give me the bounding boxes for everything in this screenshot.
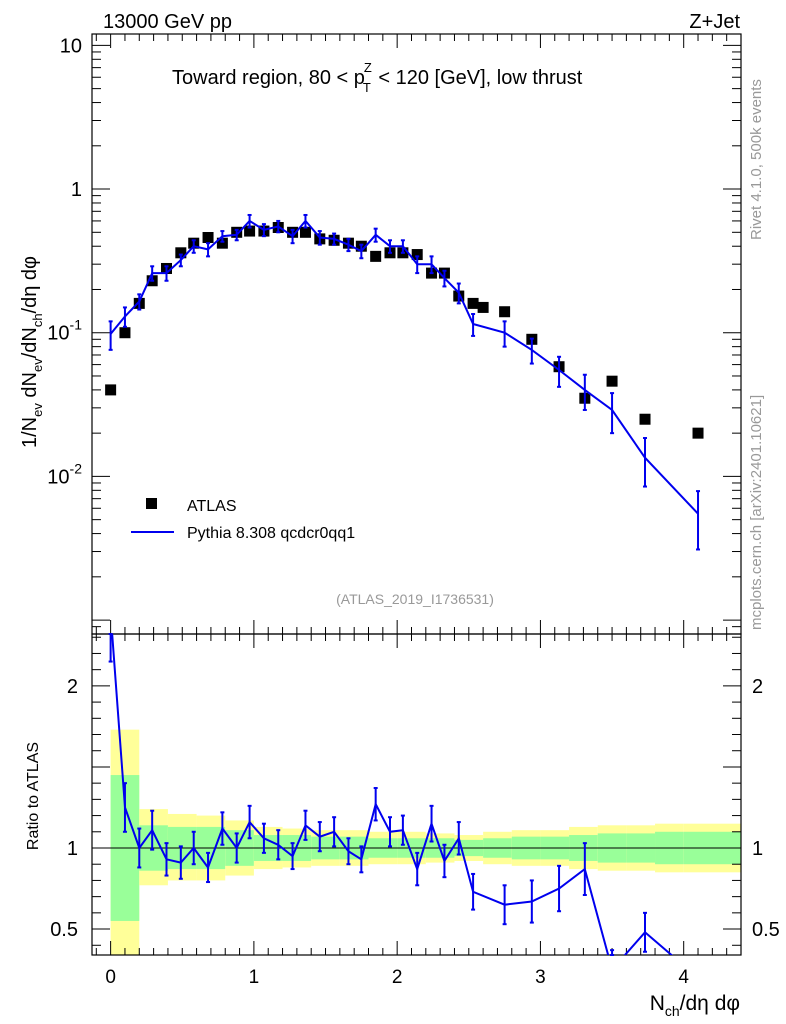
main-y-tick-label: 10-1 [47, 317, 82, 345]
x-tick-label: 3 [535, 967, 546, 988]
atlas-point [299, 226, 311, 238]
ratio-series-line [111, 634, 674, 955]
atlas-point [499, 306, 511, 318]
plot-title-suffix: < 120 [GeV], low thrust [373, 67, 583, 89]
main-plot-marks [105, 213, 704, 551]
ratio-y-axis-label: Ratio to ATLAS [25, 742, 42, 850]
main-plot-frame: 10 1 10-1 10-2 [47, 33, 742, 635]
legend-data-marker [146, 498, 157, 509]
atlas-point [119, 327, 131, 339]
ratio-y-tick-label: 0.5 [50, 919, 78, 941]
plot-title-sup: Z [364, 60, 372, 75]
ratio-axes-box [91, 633, 742, 956]
main-y-tick-label: 10-2 [47, 460, 82, 488]
plot-title: Toward region, 80 < pZ T < 120 [GeV], low… [172, 60, 583, 95]
mcplots-label: mcplots.cern.ch [arXiv:2401.10621] [748, 395, 765, 630]
ratio-y-tick-label-right: 0.5 [752, 919, 780, 941]
ratio-y-tick-label: 1 [67, 838, 78, 860]
ratio-y-tick-label: 2 [67, 676, 78, 698]
atlas-point [606, 375, 618, 387]
x-tick-label: 2 [392, 967, 403, 988]
atlas-point [175, 247, 187, 259]
atlas-point [202, 232, 214, 244]
atlas-point [477, 301, 489, 313]
main-y-tick-label: 1 [71, 179, 82, 201]
ratio-y-tick-label-right: 2 [752, 676, 763, 698]
ratio-plot-frame: 0 1 2 3 4 2 2 1 1 0.5 0.5 [50, 633, 780, 988]
x-axis-label: Nch/dη dφ [650, 992, 740, 1019]
plot-title-prefix: Toward region, 80 < p [172, 67, 365, 89]
atlas-point [411, 249, 423, 261]
atlas-point [639, 413, 651, 425]
ratio-plot-marks [108, 633, 674, 956]
main-axes-box [91, 33, 742, 635]
atlas-point [244, 225, 256, 237]
rivet-version-label: Rivet 4.1.0, 500k events [748, 79, 765, 240]
x-tick-label: 1 [249, 967, 260, 988]
x-tick-label: 0 [105, 967, 116, 988]
atlas-point [692, 427, 704, 439]
legend: ATLAS Pythia 8.308 qcdcr0qq1 [131, 498, 355, 542]
atlas-point [370, 250, 382, 262]
legend-data-label: ATLAS [187, 498, 237, 515]
main-y-tick-label: 10 [60, 35, 82, 57]
main-y-axis-label: 1/Nev dNev/dNch/dη dφ [19, 256, 45, 448]
plot-title-sub: T [363, 80, 371, 95]
header-right: Z+Jet [689, 11, 740, 33]
pythia-series-line [109, 219, 699, 515]
atlas-point [216, 237, 228, 249]
atlas-point [105, 384, 117, 396]
atlas-point [467, 297, 479, 309]
header-left: 13000 GeV pp [103, 11, 232, 33]
analysis-id-label: (ATLAS_2019_I1736531) [336, 591, 494, 607]
legend-mc-label: Pythia 8.308 qcdcr0qq1 [187, 525, 355, 542]
x-tick-label: 4 [678, 967, 689, 988]
ratio-y-tick-label-right: 1 [752, 838, 763, 860]
